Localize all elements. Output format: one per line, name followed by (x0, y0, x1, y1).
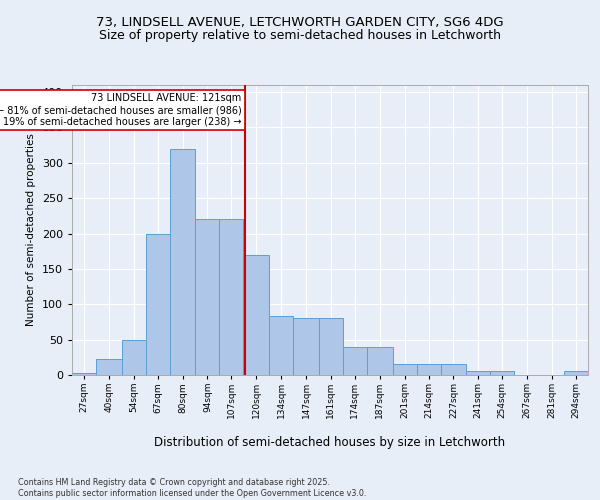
Text: Distribution of semi-detached houses by size in Letchworth: Distribution of semi-detached houses by … (154, 436, 506, 449)
Bar (220, 220, 244, 375)
Bar (466, 372, 490, 375)
Bar (146, 234, 170, 375)
Bar (72, 373, 96, 375)
Bar (244, 255, 269, 375)
Bar (564, 372, 588, 375)
Bar (416, 364, 440, 375)
Bar (440, 364, 466, 375)
Bar (269, 316, 293, 375)
Bar (490, 372, 514, 375)
Text: Size of property relative to semi-detached houses in Letchworth: Size of property relative to semi-detach… (99, 30, 501, 43)
Bar (96, 360, 122, 375)
Y-axis label: Number of semi-detached properties: Number of semi-detached properties (26, 134, 36, 326)
Bar (392, 364, 416, 375)
Bar (367, 346, 392, 375)
Text: Contains HM Land Registry data © Crown copyright and database right 2025.
Contai: Contains HM Land Registry data © Crown c… (18, 478, 367, 498)
Bar (170, 148, 196, 375)
Bar (319, 318, 343, 375)
Bar (196, 220, 220, 375)
Text: 73 LINDSELL AVENUE: 121sqm
← 81% of semi-detached houses are smaller (986)
19% o: 73 LINDSELL AVENUE: 121sqm ← 81% of semi… (0, 94, 242, 126)
Bar (343, 346, 367, 375)
Text: 73, LINDSELL AVENUE, LETCHWORTH GARDEN CITY, SG6 4DG: 73, LINDSELL AVENUE, LETCHWORTH GARDEN C… (96, 16, 504, 29)
Bar (293, 318, 319, 375)
Bar (122, 340, 146, 375)
